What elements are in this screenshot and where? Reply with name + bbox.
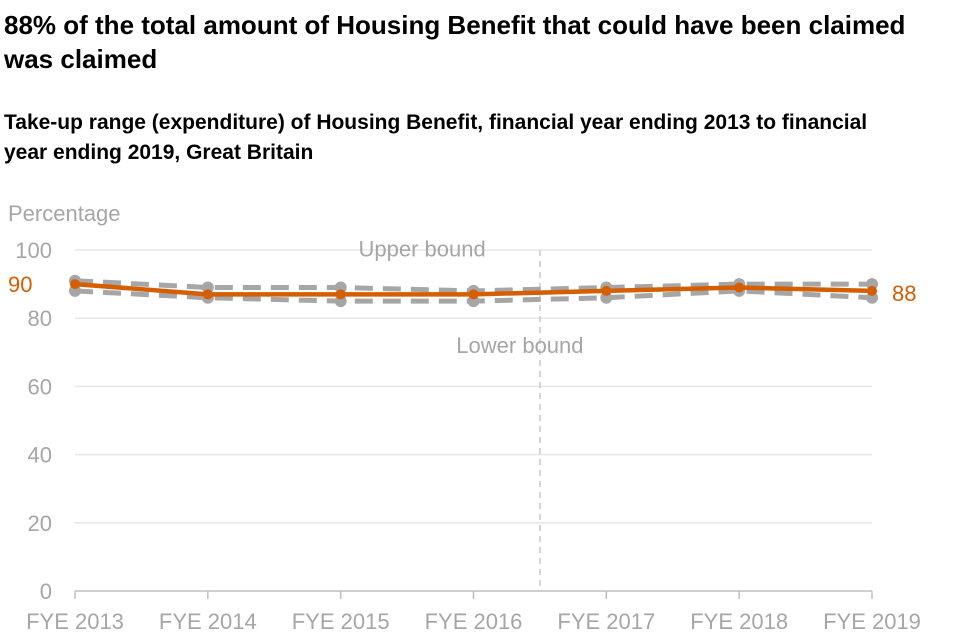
data-point-central <box>734 282 745 293</box>
series-central <box>70 279 877 300</box>
series-layer <box>69 274 878 308</box>
y-tick-label: 80 <box>28 306 52 331</box>
x-tick-label: FYE 2015 <box>292 609 390 634</box>
x-tick-label: FYE 2019 <box>823 609 921 634</box>
y-tick-label: 60 <box>28 374 52 399</box>
chart-subtitle: Take-up range (expenditure) of Housing B… <box>4 111 868 164</box>
data-point-central <box>468 289 479 300</box>
upper-bound-label: Upper bound <box>358 237 485 262</box>
data-point-central <box>867 285 877 296</box>
y-axis-label: Percentage <box>8 201 121 226</box>
y-tick-label: 40 <box>28 443 52 468</box>
data-point-central <box>202 289 213 300</box>
start-value-label: 90 <box>8 272 32 297</box>
y-tick-label: 20 <box>28 511 52 536</box>
x-tick-label: FYE 2016 <box>425 609 523 634</box>
data-point-central <box>335 289 346 300</box>
lower-bound-label: Lower bound <box>456 333 583 358</box>
x-tick-label: FYE 2018 <box>690 609 788 634</box>
end-value-label: 88 <box>892 281 916 306</box>
x-tick-label: FYE 2013 <box>26 609 124 634</box>
y-tick-label: 0 <box>40 579 52 604</box>
y-axis-ticks: 0 20 40 60 80 100 <box>15 238 52 604</box>
y-tick-label: 100 <box>15 238 52 263</box>
x-tick-label: FYE 2014 <box>159 609 257 634</box>
data-point-central <box>601 285 612 296</box>
chart-title: 88% of the total amount of Housing Benef… <box>4 10 906 74</box>
x-tick-label: FYE 2017 <box>557 609 655 634</box>
x-axis-ticks: FYE 2013 FYE 2014 FYE 2015 FYE 2016 FYE 2017… <box>26 591 921 634</box>
data-point-central <box>70 279 80 290</box>
